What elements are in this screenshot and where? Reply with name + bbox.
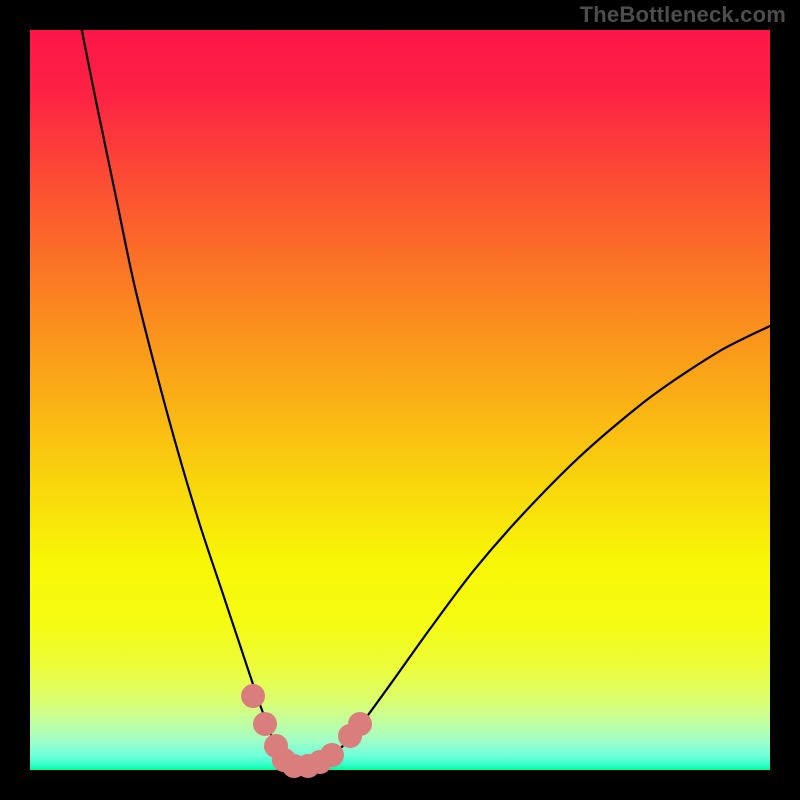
bottleneck-chart: TheBottleneck.com: [0, 0, 800, 800]
curve-left-branch: [82, 30, 293, 768]
data-marker: [320, 743, 344, 767]
data-marker: [253, 712, 277, 736]
watermark-text: TheBottleneck.com: [580, 2, 786, 28]
data-marker: [241, 684, 265, 708]
data-marker: [348, 712, 372, 736]
plot-area: [30, 30, 770, 770]
bottleneck-curve: [30, 30, 770, 770]
curve-right-branch: [293, 326, 770, 768]
